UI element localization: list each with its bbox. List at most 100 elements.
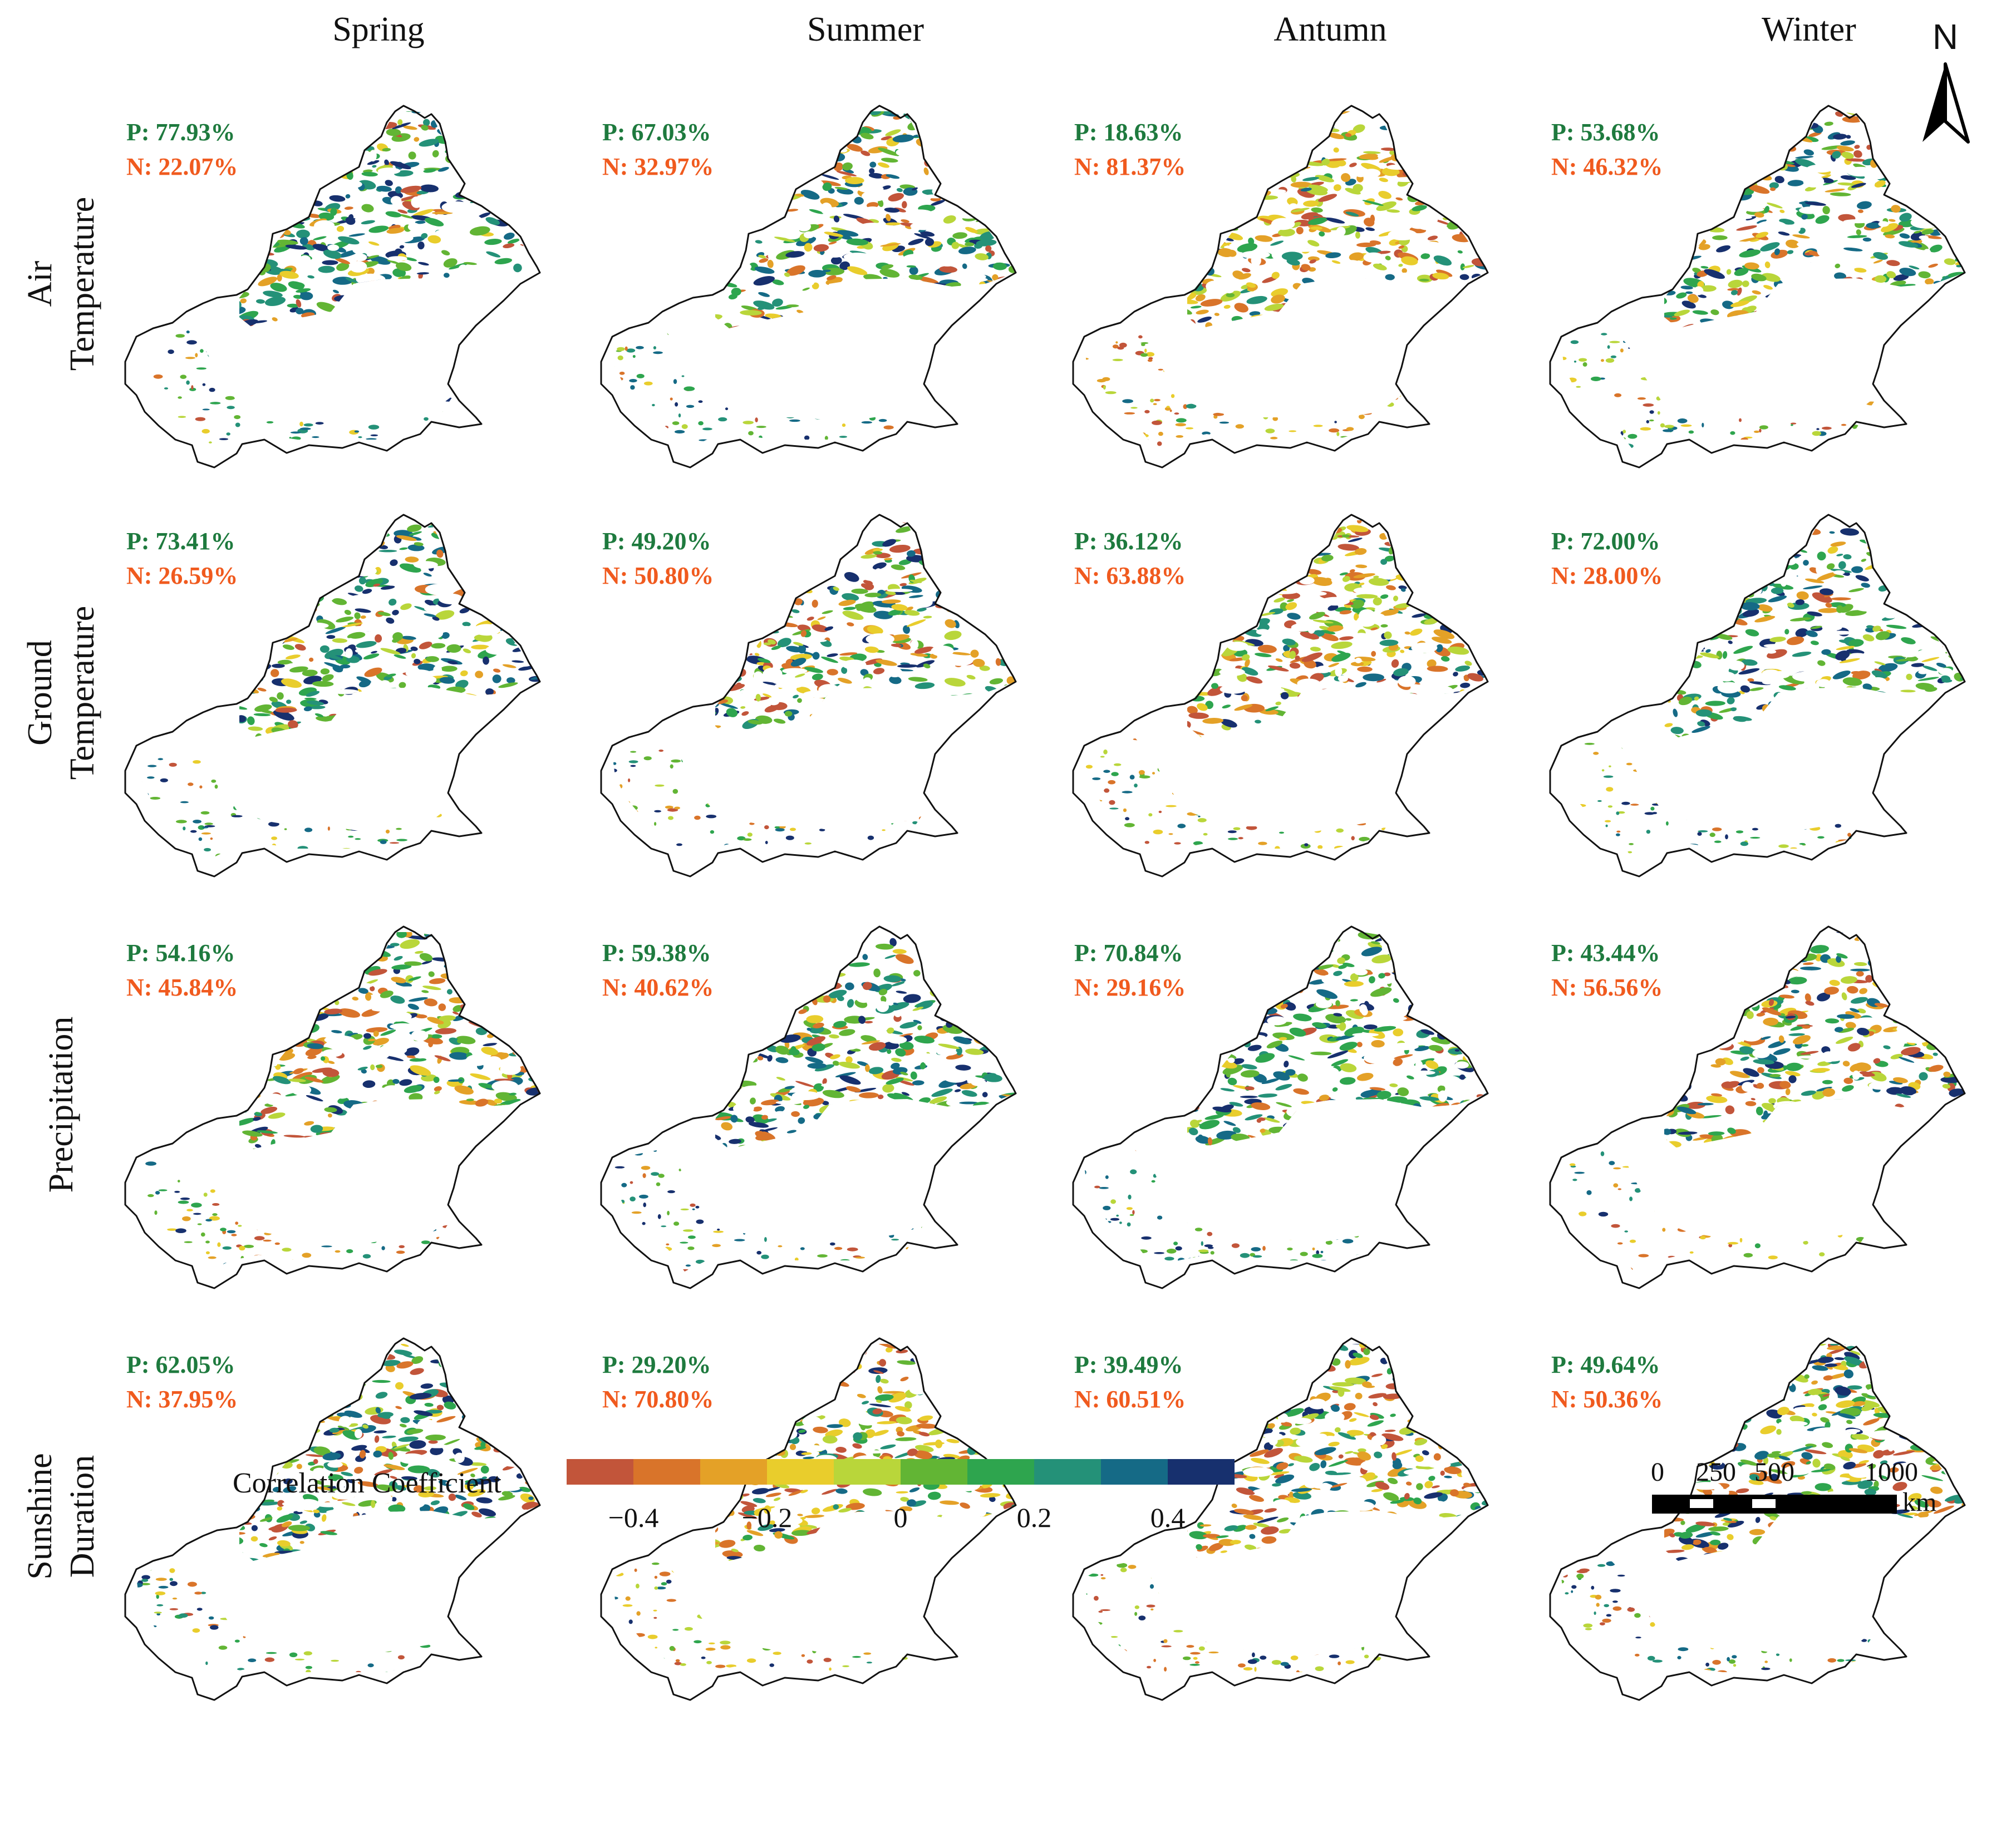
correlation-map: P: 29.20% N: 70.80% <box>596 1316 1074 1717</box>
scale-bar-tick-label: 500 <box>1754 1457 1794 1487</box>
region-boundary <box>124 1337 541 1701</box>
row-header: Ground Temperature <box>6 492 117 893</box>
negative-share-label: N: 28.00% <box>1551 562 1663 589</box>
positive-share-label: P: 77.93% <box>126 119 235 146</box>
column-header-summer: Summer <box>807 11 925 48</box>
legend-color-bar <box>567 1459 1235 1485</box>
positive-share-label: P: 72.00% <box>1551 528 1660 555</box>
negative-share-label: N: 22.07% <box>126 153 238 180</box>
legend-tick-label: 0 <box>893 1502 908 1533</box>
scale-bar-tick-label: 0 <box>1651 1457 1664 1487</box>
legend-color-swatch <box>901 1459 967 1485</box>
positive-share-label: P: 29.20% <box>602 1351 711 1378</box>
region-boundary <box>1072 925 1489 1289</box>
legend-tick-label: −0.4 <box>608 1502 659 1533</box>
correlation-map: P: 53.68% N: 46.32% <box>1545 83 2016 484</box>
legend-tick-label: −0.2 <box>741 1502 793 1533</box>
column-header-spring: Spring <box>332 11 425 48</box>
row-header-line: Precipitation <box>42 1016 80 1193</box>
legend-color-swatch <box>1034 1459 1101 1485</box>
correlation-map: P: 77.93% N: 22.07% <box>120 83 598 484</box>
region-boundary <box>124 925 541 1289</box>
negative-share-label: N: 63.88% <box>1074 562 1186 589</box>
row-header-line: Sunshine <box>21 1453 59 1580</box>
negative-share-label: N: 56.56% <box>1551 974 1663 1001</box>
legend-tick-label: 0.4 <box>1150 1502 1186 1533</box>
scale-bar-tick-label: 250 <box>1696 1457 1736 1487</box>
positive-share-label: P: 39.49% <box>1074 1351 1183 1378</box>
row-header-line: Ground <box>21 640 59 746</box>
region-boundary <box>124 105 541 469</box>
region-boundary <box>1072 514 1489 878</box>
legend-color-swatch <box>633 1459 700 1485</box>
positive-share-label: P: 73.41% <box>126 528 235 555</box>
positive-share-label: P: 54.16% <box>126 939 235 967</box>
legend-tick-label: 0.2 <box>1016 1502 1052 1533</box>
region-boundary <box>1549 1337 1966 1701</box>
legend-color-swatch <box>834 1459 901 1485</box>
region-boundary <box>600 925 1017 1289</box>
positive-share-label: P: 62.05% <box>126 1351 235 1378</box>
negative-share-label: N: 81.37% <box>1074 153 1186 180</box>
positive-share-label: P: 43.44% <box>1551 939 1660 967</box>
negative-share-label: N: 40.62% <box>602 974 714 1001</box>
legend-title: Correlation Coefficient <box>233 1467 501 1499</box>
positive-share-label: P: 36.12% <box>1074 528 1183 555</box>
negative-share-label: N: 32.97% <box>602 153 714 180</box>
positive-share-label: P: 53.68% <box>1551 119 1660 146</box>
positive-share-label: P: 59.38% <box>602 939 711 967</box>
column-header-winter: Winter <box>1762 11 1856 48</box>
negative-share-label: N: 37.95% <box>126 1386 238 1413</box>
legend-color-swatch <box>567 1459 633 1485</box>
correlation-map: P: 54.16% N: 45.84% <box>120 904 598 1305</box>
row-header-line: Temperature <box>63 605 101 780</box>
region-boundary <box>1549 925 1966 1289</box>
negative-share-label: N: 46.32% <box>1551 153 1663 180</box>
correlation-map: P: 36.12% N: 63.88% <box>1068 492 1546 893</box>
correlation-map: P: 72.00% N: 28.00% <box>1545 492 2016 893</box>
correlation-map: P: 73.41% N: 26.59% <box>120 492 598 893</box>
correlation-map: P: 67.03% N: 32.97% <box>596 83 1074 484</box>
legend-color-swatch <box>1101 1459 1168 1485</box>
correlation-map: P: 70.84% N: 29.16% <box>1068 904 1546 1305</box>
correlation-map: P: 43.44% N: 56.56% <box>1545 904 2016 1305</box>
negative-share-label: N: 50.36% <box>1551 1386 1663 1413</box>
scale-bar <box>1652 1495 1897 1514</box>
negative-share-label: N: 70.80% <box>602 1386 714 1413</box>
region-boundary <box>1549 105 1966 469</box>
negative-share-label: N: 26.59% <box>126 562 238 589</box>
correlation-map: P: 59.38% N: 40.62% <box>596 904 1074 1305</box>
correlation-map: P: 18.63% N: 81.37% <box>1068 83 1546 484</box>
scale-bar-tick-label: 1000 <box>1865 1457 1918 1487</box>
correlation-map: P: 49.20% N: 50.80% <box>596 492 1074 893</box>
region-boundary <box>600 105 1017 469</box>
region-boundary <box>124 514 541 878</box>
correlation-map: P: 39.49% N: 60.51% <box>1068 1316 1546 1717</box>
positive-share-label: P: 70.84% <box>1074 939 1183 967</box>
region-boundary <box>1549 514 1966 878</box>
row-header: Sunshine Duration <box>6 1316 117 1717</box>
legend-color-swatch <box>767 1459 834 1485</box>
negative-share-label: N: 50.80% <box>602 562 714 589</box>
row-header: Precipitation <box>6 904 117 1305</box>
region-boundary <box>600 514 1017 878</box>
positive-share-label: P: 49.64% <box>1551 1351 1660 1378</box>
positive-share-label: P: 18.63% <box>1074 119 1183 146</box>
correlation-map: P: 49.64% N: 50.36% <box>1545 1316 2016 1717</box>
scale-bar-unit: km <box>1902 1487 1937 1517</box>
legend-color-swatch <box>967 1459 1034 1485</box>
correlation-map: P: 62.05% N: 37.95% <box>120 1316 598 1717</box>
negative-share-label: N: 60.51% <box>1074 1386 1186 1413</box>
row-header-line: Duration <box>63 1455 101 1578</box>
negative-share-label: N: 45.84% <box>126 974 238 1001</box>
row-header-line: Temperature <box>63 196 101 371</box>
column-header-autumn: Antumn <box>1273 11 1387 48</box>
region-boundary <box>1072 105 1489 469</box>
positive-share-label: P: 49.20% <box>602 528 711 555</box>
legend-color-swatch <box>1168 1459 1235 1485</box>
positive-share-label: P: 67.03% <box>602 119 711 146</box>
row-header-line: Air <box>21 260 59 307</box>
north-label: N <box>1933 17 1958 57</box>
north-arrow-icon: N <box>1915 11 1976 145</box>
legend-color-swatch <box>700 1459 767 1485</box>
